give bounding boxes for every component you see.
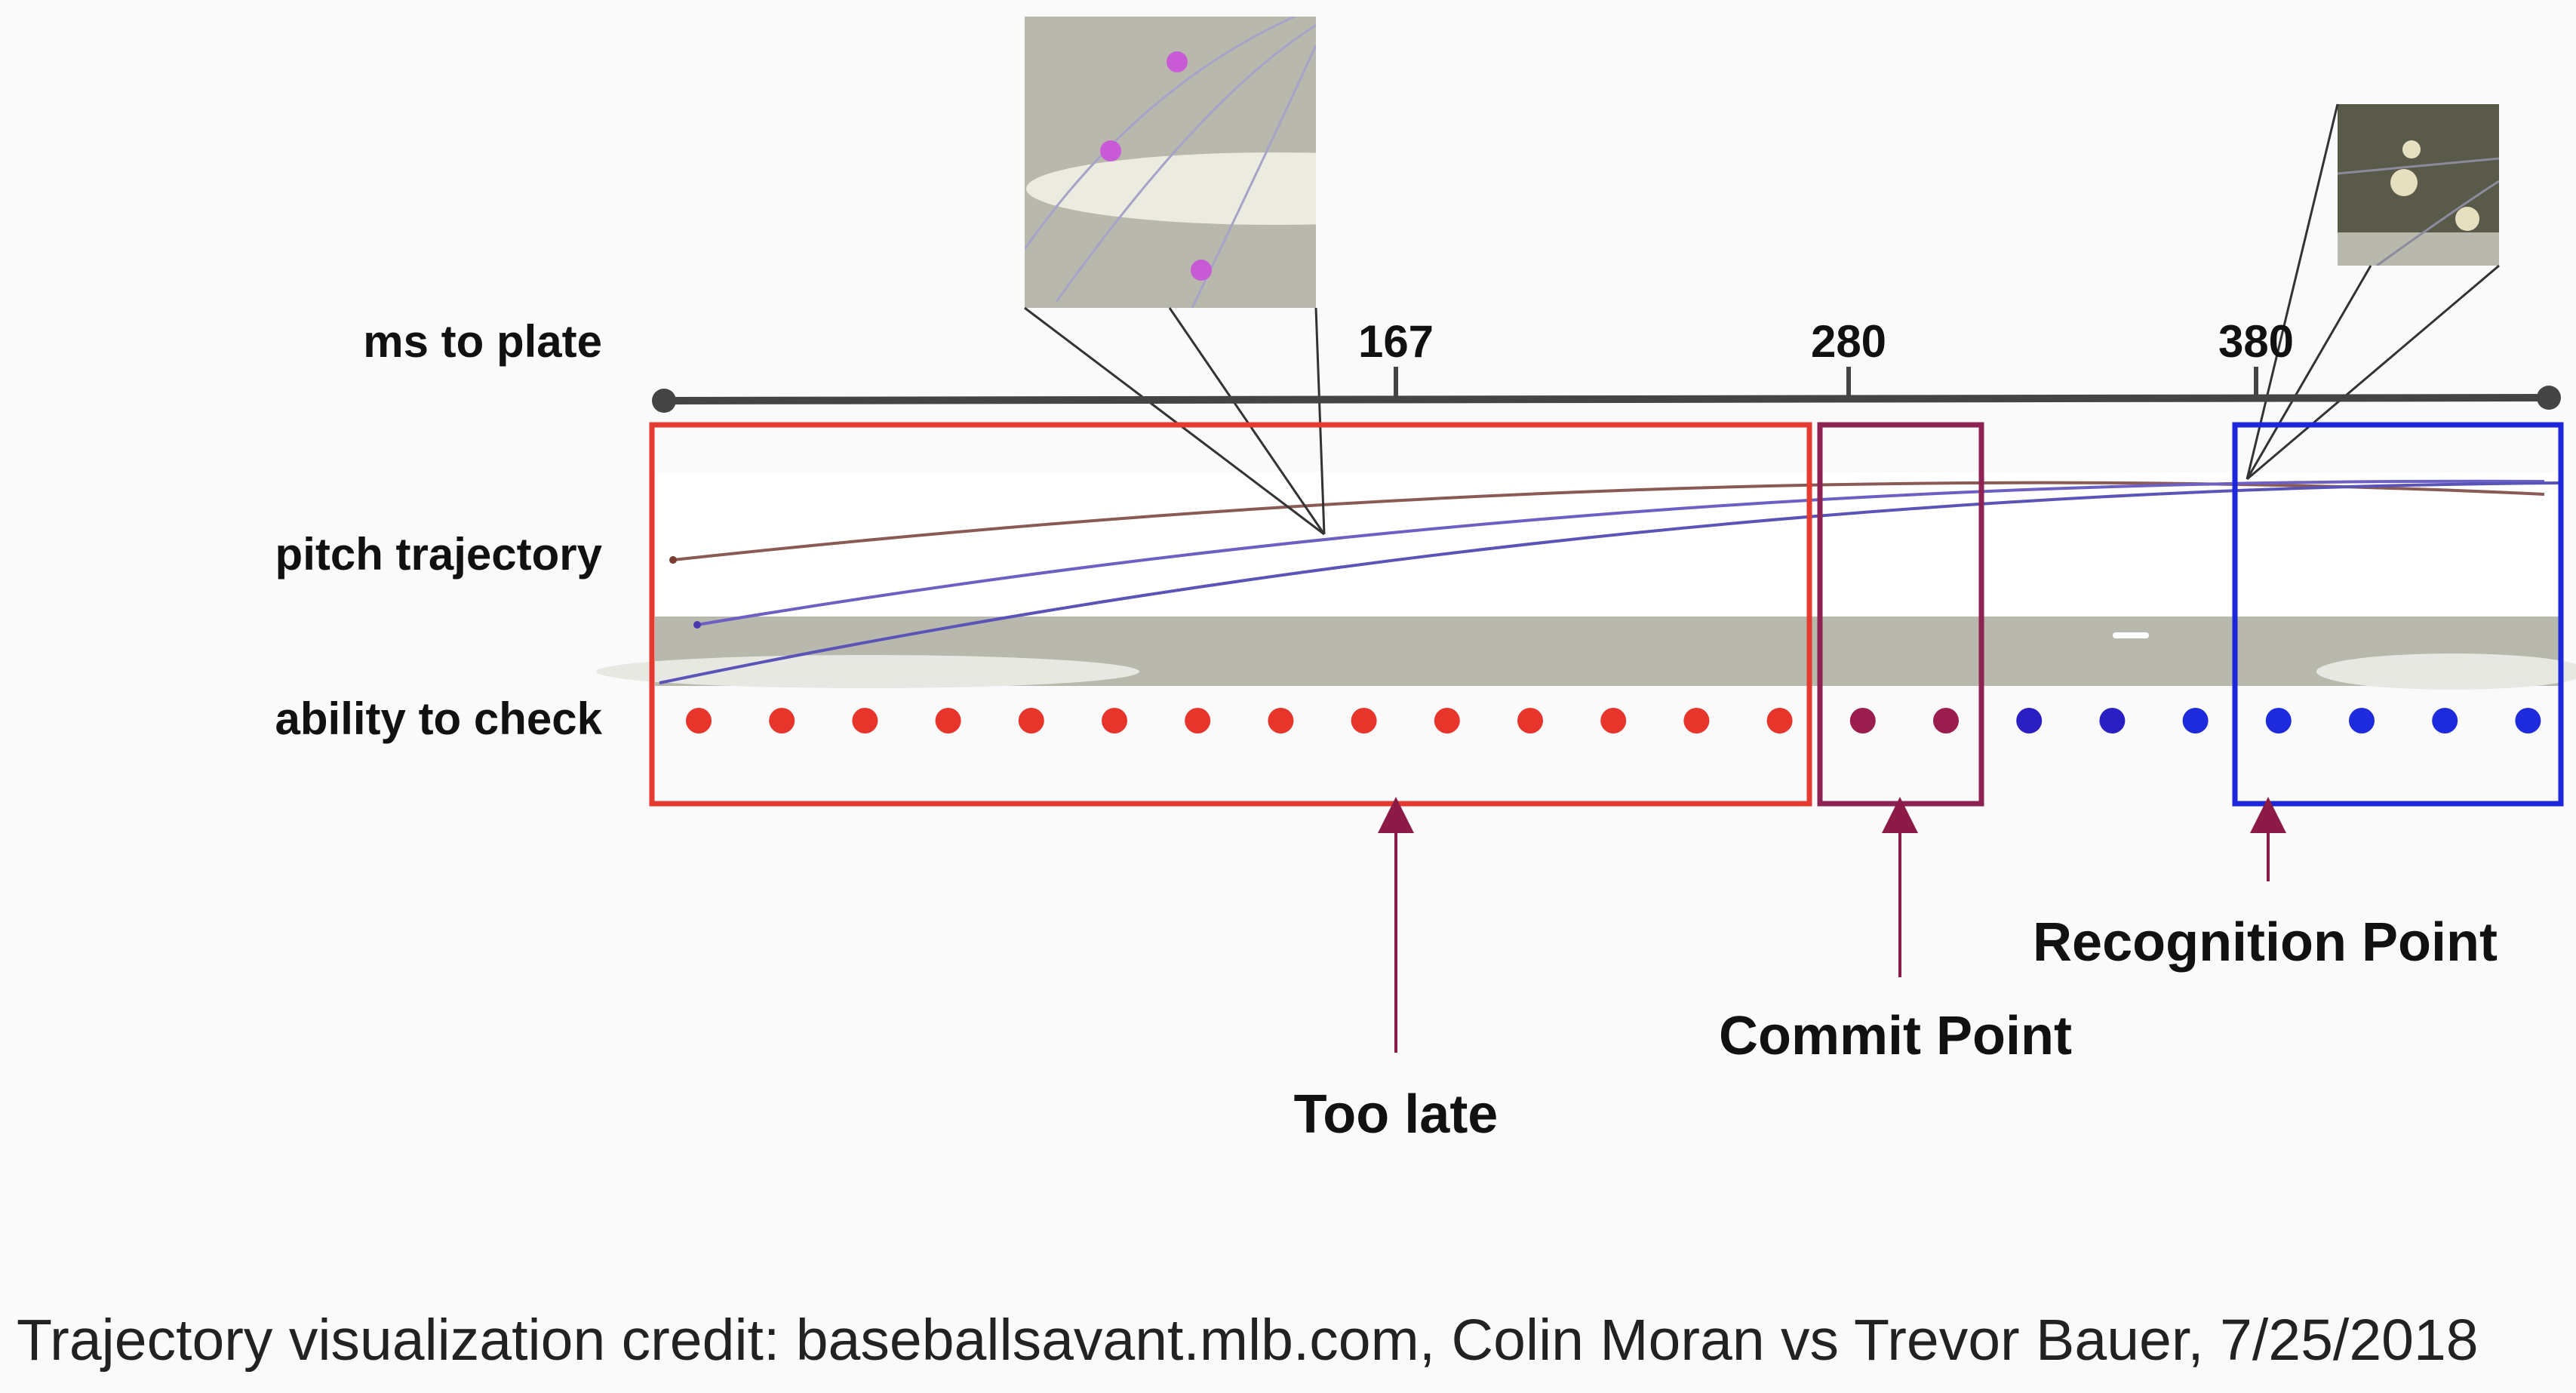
visualization-credit: Trajectory visualization credit: basebal… — [17, 1308, 2479, 1373]
pitch-trajectory-purple-1 — [696, 479, 2545, 626]
check-dot-16 — [1933, 708, 1959, 733]
check-dot-2 — [769, 708, 795, 733]
pitch-start-dot-brown — [669, 556, 677, 564]
inset-1-leader-lines — [1024, 306, 1326, 536]
check-dot-23 — [2515, 708, 2541, 733]
timeline-start-dot — [652, 389, 676, 413]
ability-to-check-label: ability to check — [275, 693, 602, 744]
tick-label-380: 380 — [2218, 316, 2295, 367]
check-dot-3 — [852, 708, 878, 733]
check-dot-11 — [1517, 708, 1543, 733]
inset-2-leader-lines — [2246, 103, 2500, 481]
check-dot-14 — [1766, 708, 1793, 733]
check-ability-dots — [686, 708, 2541, 733]
check-dot-17 — [2016, 708, 2043, 733]
check-dot-8 — [1268, 708, 1294, 733]
recognition-point-callout: Recognition Point — [2033, 912, 2498, 973]
tick-label-280: 280 — [1810, 316, 1887, 367]
trajectory-panel — [596, 472, 2576, 690]
check-dot-19 — [2182, 708, 2209, 733]
too-late-box — [649, 422, 1812, 807]
tick-label-167: 167 — [1357, 316, 1434, 367]
timeline-axis — [652, 367, 2561, 413]
ms-to-plate-label: ms to plate — [363, 316, 602, 367]
magnified-inset-late-pitch — [2338, 104, 2499, 266]
check-dot-15 — [1849, 708, 1876, 733]
check-dot-18 — [2099, 708, 2126, 733]
check-dot-5 — [1018, 708, 1044, 733]
timeline-end-dot — [2537, 386, 2561, 410]
check-dot-4 — [935, 708, 961, 733]
check-dot-1 — [686, 708, 712, 733]
magnified-inset-early-pitch — [1025, 17, 1316, 308]
check-dot-7 — [1185, 708, 1211, 733]
commit-point-callout: Commit Point — [1719, 1006, 2072, 1066]
pitch-trajectory-brown — [672, 481, 2545, 561]
check-dot-9 — [1351, 708, 1377, 733]
check-dot-6 — [1102, 708, 1127, 733]
recognition-point-box — [2232, 422, 2564, 807]
check-dot-21 — [2349, 708, 2375, 733]
check-dot-22 — [2432, 708, 2458, 733]
check-dot-12 — [1600, 708, 1627, 733]
check-dot-13 — [1683, 708, 1710, 733]
pitch-trajectory-purple-2 — [659, 481, 2560, 684]
check-dot-20 — [2265, 708, 2292, 733]
too-late-callout: Too late — [1293, 1084, 1499, 1145]
pitch-start-dot-purple — [693, 621, 701, 629]
check-dot-10 — [1434, 708, 1460, 733]
pitch-trajectory-label: pitch trajectory — [275, 529, 602, 580]
